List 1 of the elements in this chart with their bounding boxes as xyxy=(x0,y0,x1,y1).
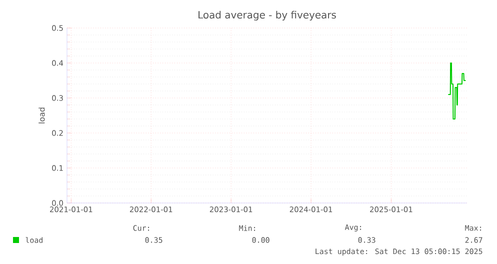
chart-title: Load average - by fiveyears xyxy=(198,10,336,21)
